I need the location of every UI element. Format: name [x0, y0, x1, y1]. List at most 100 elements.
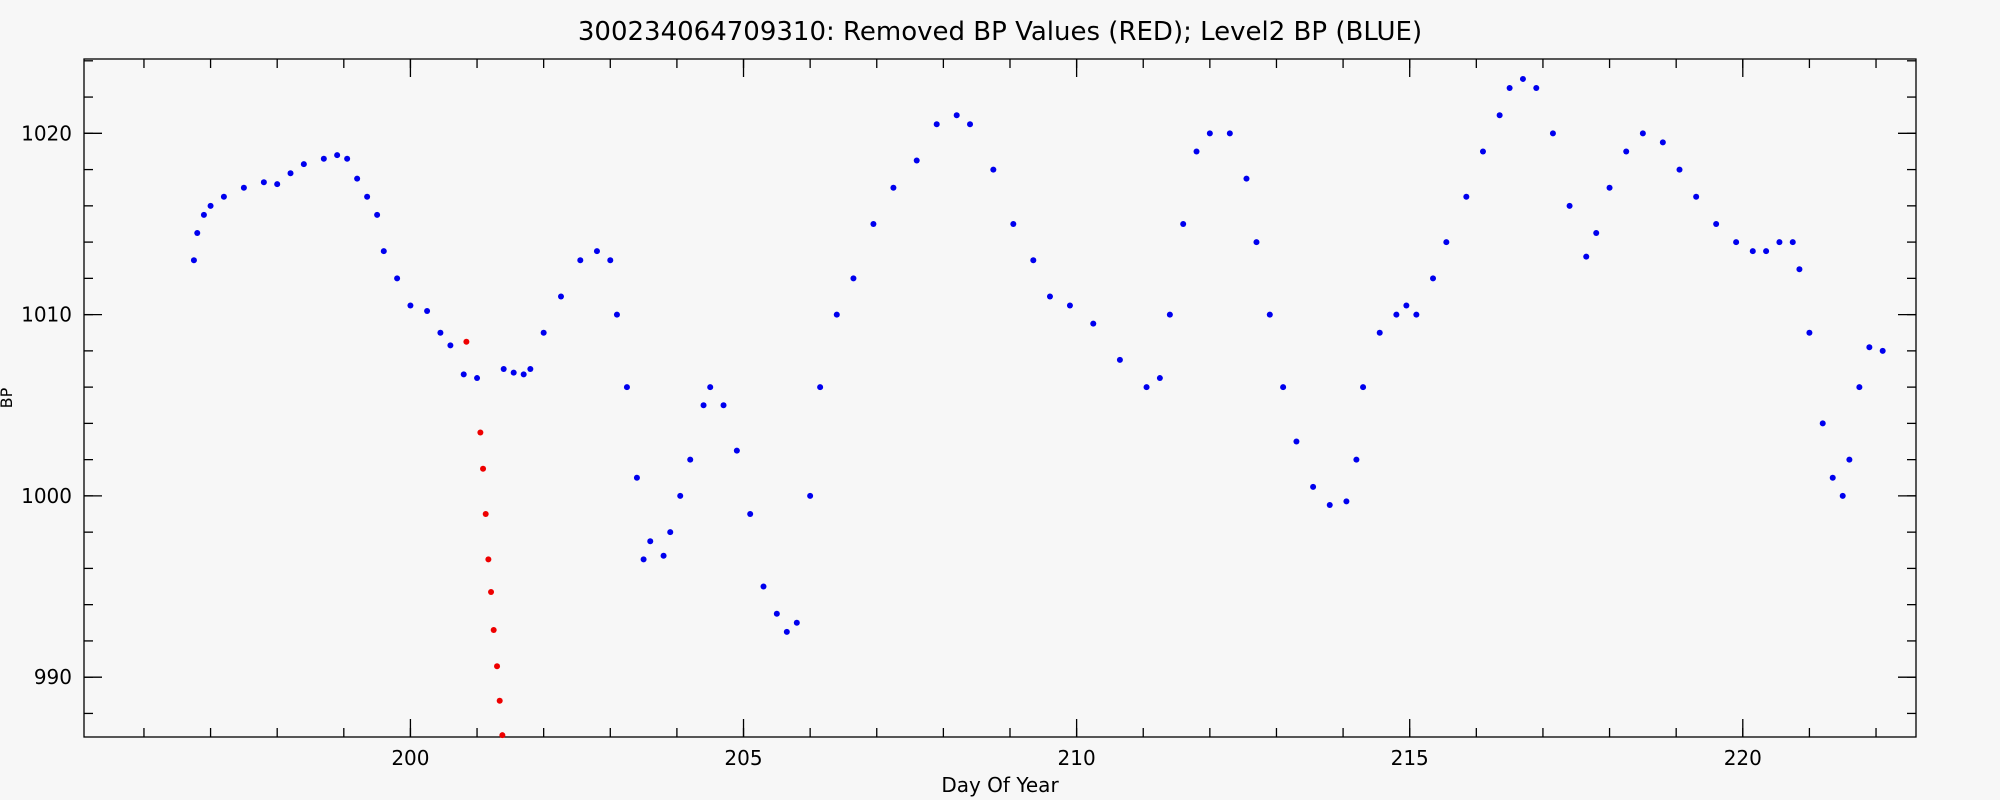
x-axis-label: Day Of Year	[941, 773, 1059, 797]
data-point	[1856, 384, 1863, 391]
data-point	[1280, 384, 1287, 391]
data-point	[480, 465, 487, 472]
data-point	[773, 610, 780, 617]
data-point	[354, 175, 361, 182]
data-point	[260, 179, 267, 186]
data-point	[437, 329, 444, 336]
data-point	[1393, 311, 1400, 318]
data-point	[287, 170, 294, 177]
x-tick-label: 200	[391, 746, 429, 770]
data-point	[677, 492, 684, 499]
data-point	[300, 161, 307, 168]
data-point	[890, 184, 897, 191]
data-point	[488, 588, 495, 595]
data-point	[460, 371, 467, 378]
data-point	[320, 155, 327, 162]
data-point	[1806, 329, 1813, 336]
data-point	[1479, 148, 1486, 155]
data-point	[207, 202, 214, 209]
data-point	[1166, 311, 1173, 318]
data-point	[482, 511, 489, 518]
data-point	[1430, 275, 1437, 282]
data-point	[463, 338, 470, 345]
plot-frame	[83, 58, 1917, 738]
data-point	[1519, 75, 1526, 82]
data-point	[1090, 320, 1097, 327]
data-point	[447, 342, 454, 349]
data-point	[1376, 329, 1383, 336]
x-tick-label: 220	[1724, 746, 1762, 770]
data-point	[1353, 456, 1360, 463]
data-point	[1443, 239, 1450, 246]
data-point	[1606, 184, 1613, 191]
data-point	[1403, 302, 1410, 309]
data-point	[1879, 347, 1886, 354]
data-point	[190, 257, 197, 264]
y-tick-label: 1010	[21, 303, 72, 327]
data-point	[1789, 239, 1796, 246]
data-point	[747, 511, 754, 518]
y-tick-label: 1000	[21, 484, 72, 508]
data-point	[1266, 311, 1273, 318]
y-tick-label: 1020	[21, 121, 72, 145]
data-point	[1506, 85, 1513, 92]
y-tick-label: 990	[34, 665, 72, 689]
data-point	[540, 329, 547, 336]
data-point	[494, 663, 501, 670]
data-point	[240, 184, 247, 191]
data-point	[783, 628, 790, 635]
data-point	[1796, 266, 1803, 273]
data-point	[577, 257, 584, 264]
data-point	[1156, 375, 1163, 382]
data-point	[1226, 130, 1233, 137]
data-point	[687, 456, 694, 463]
data-point	[1496, 112, 1503, 119]
data-point	[485, 556, 492, 563]
data-point	[1253, 239, 1260, 246]
data-point	[700, 402, 707, 409]
data-point	[633, 474, 640, 481]
data-point	[807, 492, 814, 499]
data-point	[1030, 257, 1037, 264]
data-point	[1763, 248, 1770, 255]
data-point	[1360, 384, 1367, 391]
data-point	[1749, 248, 1756, 255]
data-point	[647, 538, 654, 545]
data-point	[1733, 239, 1740, 246]
data-point	[1066, 302, 1073, 309]
data-point	[720, 402, 727, 409]
data-point	[200, 211, 207, 218]
data-point	[933, 121, 940, 128]
data-point	[660, 552, 667, 559]
data-point	[394, 275, 401, 282]
data-point	[496, 697, 503, 704]
data-point	[733, 447, 740, 454]
data-point	[527, 365, 534, 372]
data-point	[1413, 311, 1420, 318]
data-point	[1583, 253, 1590, 260]
data-point	[1180, 220, 1187, 227]
data-point	[334, 152, 341, 159]
data-point	[1639, 130, 1646, 137]
data-point	[640, 556, 647, 563]
data-point	[364, 193, 371, 200]
data-point	[593, 248, 600, 255]
data-point	[220, 193, 227, 200]
data-point	[274, 181, 281, 188]
data-point	[1206, 130, 1213, 137]
data-point	[1829, 474, 1836, 481]
data-point	[1343, 498, 1350, 505]
data-point	[833, 311, 840, 318]
data-point	[490, 627, 497, 634]
data-point	[850, 275, 857, 282]
x-tick-label: 205	[724, 746, 762, 770]
data-point	[500, 365, 507, 372]
data-point	[344, 155, 351, 162]
data-point	[557, 293, 564, 300]
data-point	[1010, 220, 1017, 227]
data-point	[760, 583, 767, 590]
data-point	[1659, 139, 1666, 146]
data-point	[1143, 384, 1150, 391]
data-point	[1310, 483, 1317, 490]
